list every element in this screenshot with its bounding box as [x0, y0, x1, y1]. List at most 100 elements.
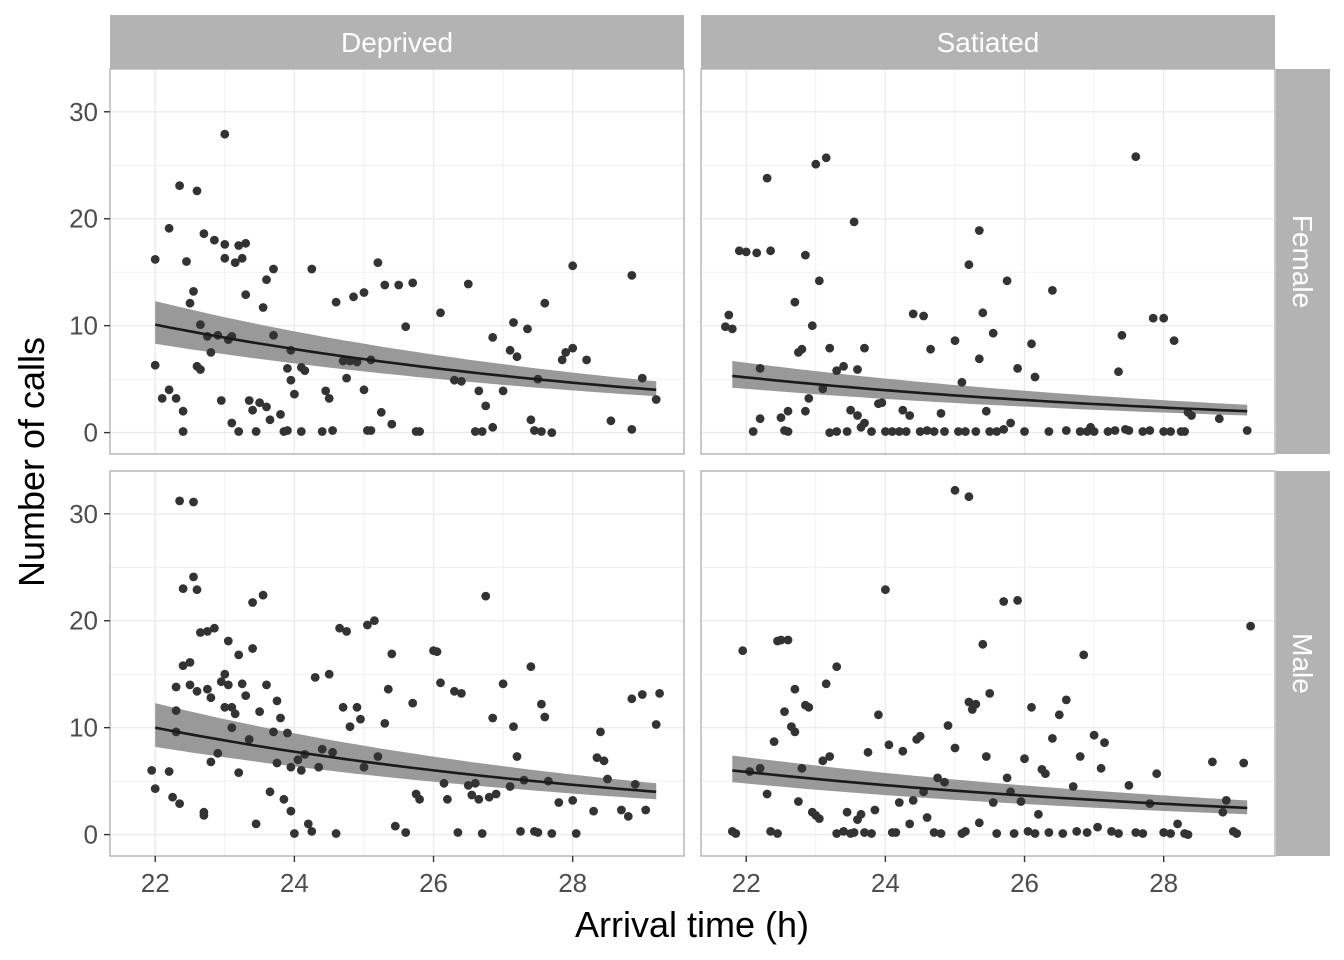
data-point	[328, 747, 337, 757]
data-point	[630, 779, 640, 789]
data-point	[150, 784, 160, 793]
data-point	[342, 373, 351, 383]
data-point	[307, 827, 317, 836]
data-point	[860, 828, 869, 837]
data-point	[1044, 427, 1054, 436]
data-point	[210, 235, 219, 245]
data-point	[164, 385, 174, 395]
data-point	[856, 809, 866, 819]
data-point	[603, 774, 612, 784]
data-point	[981, 406, 991, 416]
data-point	[814, 814, 824, 823]
data-point	[1002, 773, 1012, 783]
data-point	[651, 395, 661, 404]
data-point	[1169, 336, 1179, 345]
data-point	[178, 584, 188, 593]
data-point	[964, 697, 974, 707]
data-point	[901, 427, 911, 436]
data-point	[1054, 710, 1064, 720]
data-point	[220, 253, 230, 263]
data-point	[1075, 752, 1085, 761]
data-point	[762, 173, 772, 183]
data-point	[210, 623, 219, 633]
data-point	[443, 794, 452, 804]
x-tick-label: 26	[419, 868, 448, 898]
data-point	[1124, 426, 1134, 435]
data-point	[324, 669, 334, 679]
data-point	[814, 276, 824, 286]
data-point	[1103, 427, 1113, 436]
data-point	[842, 807, 852, 817]
data-point	[394, 280, 404, 290]
data-point	[1246, 621, 1255, 631]
data-point	[286, 375, 296, 385]
data-point	[370, 616, 379, 626]
x-tick-label: 22	[141, 868, 170, 898]
data-point	[832, 427, 842, 436]
data-point	[1187, 411, 1196, 420]
data-point	[1016, 797, 1026, 806]
data-point	[860, 343, 869, 353]
data-point	[1006, 418, 1015, 428]
data-point	[244, 396, 254, 405]
data-point	[1180, 427, 1189, 436]
data-point	[164, 223, 174, 233]
y-tick-label: 0	[84, 820, 98, 850]
x-tick-label: 28	[1149, 868, 1178, 898]
data-point	[752, 248, 762, 258]
fit-line	[154, 323, 657, 392]
data-point	[255, 398, 264, 408]
data-point	[185, 680, 195, 690]
data-point	[157, 394, 167, 403]
data-point	[801, 406, 810, 416]
data-point	[540, 712, 550, 722]
data-point	[196, 320, 205, 329]
axis-layer: 0 10 20 30 0 10 20 30 22 24 26 28 22 24 26 28	[69, 97, 1178, 898]
data-point	[533, 828, 543, 837]
data-point	[1020, 427, 1029, 436]
data-point	[331, 829, 341, 838]
data-point	[1013, 364, 1022, 373]
data-point	[1107, 827, 1116, 836]
data-point	[477, 427, 487, 436]
y-tick-label: 20	[69, 204, 98, 234]
data-point	[265, 787, 275, 797]
data-point	[373, 258, 383, 267]
data-point	[1100, 738, 1109, 747]
panel-deprived-male	[109, 470, 685, 857]
data-point	[881, 427, 890, 436]
facet-strip-label: Satiated	[937, 27, 1040, 58]
data-point	[436, 678, 445, 688]
data-point	[359, 288, 369, 297]
data-point	[721, 322, 730, 332]
data-point	[512, 752, 522, 761]
data-point	[237, 679, 247, 689]
data-point	[867, 829, 876, 838]
data-point	[655, 689, 664, 698]
data-point	[936, 829, 946, 838]
data-point	[1041, 769, 1050, 779]
data-point	[846, 405, 855, 415]
data-point	[807, 321, 817, 331]
y-tick-label: 10	[69, 311, 98, 341]
y-tick-label: 20	[69, 606, 98, 636]
data-point	[220, 129, 230, 139]
data-point	[1131, 828, 1141, 837]
data-point	[300, 366, 310, 375]
data-point	[262, 680, 271, 690]
data-point	[651, 720, 661, 729]
data-point	[776, 635, 786, 645]
data-point	[853, 411, 862, 420]
data-point	[825, 343, 835, 353]
data-point	[1002, 276, 1012, 286]
data-point	[481, 401, 491, 411]
data-point	[540, 298, 550, 308]
data-point	[258, 590, 268, 600]
data-point	[884, 740, 894, 750]
data-point	[387, 419, 397, 429]
data-point	[568, 343, 578, 353]
x-tick-label: 24	[871, 868, 900, 898]
data-point	[919, 311, 928, 321]
data-point	[641, 805, 651, 815]
data-point	[825, 428, 835, 437]
